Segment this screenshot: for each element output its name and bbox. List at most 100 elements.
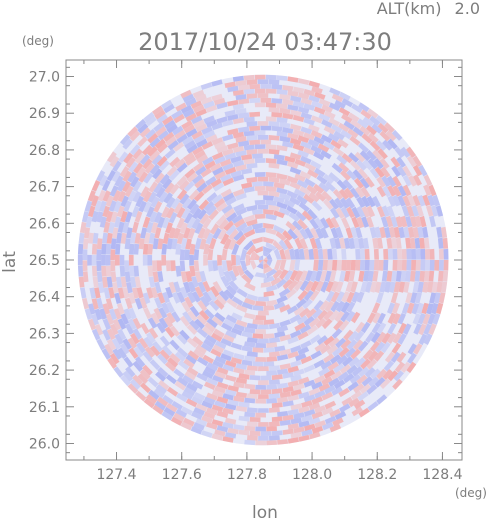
radar-cell — [202, 281, 211, 293]
radar-cell — [329, 87, 341, 96]
radar-cell — [274, 260, 282, 272]
radar-cell — [367, 270, 374, 282]
radar-cell — [254, 185, 266, 191]
radar-cell — [137, 123, 149, 134]
radar-cell — [224, 109, 236, 117]
radar-cell — [339, 403, 351, 413]
radar-cell — [211, 79, 223, 87]
radar-cell — [243, 74, 255, 81]
radar-cell — [341, 113, 353, 124]
radar-cell — [112, 190, 122, 202]
radar-cell — [387, 370, 399, 382]
radar-cell — [173, 141, 185, 152]
radar-cell — [319, 300, 330, 312]
radar-cell — [346, 291, 355, 304]
radar-cell — [143, 112, 155, 123]
radar-cell — [189, 203, 200, 215]
radar-cell — [157, 130, 169, 141]
radar-cell — [379, 157, 390, 169]
radar-cell — [180, 89, 192, 99]
radar-cell — [295, 353, 307, 362]
radar-cell — [293, 280, 304, 292]
radar-cell — [294, 248, 301, 260]
radar-cell — [241, 345, 253, 352]
radar-cell — [194, 318, 205, 330]
radar-cell — [335, 300, 346, 313]
radar-cell — [225, 224, 237, 236]
radar-cell — [297, 331, 309, 341]
radar-cell — [357, 118, 369, 129]
radar-cell — [189, 243, 196, 255]
radar-cell — [423, 184, 432, 196]
radar-cell — [375, 140, 387, 151]
radar-cell — [303, 193, 315, 204]
radar-cell — [139, 127, 151, 138]
radar-cell — [358, 142, 369, 153]
radar-cell — [271, 125, 283, 132]
radar-cell — [116, 303, 125, 315]
radar-cell — [211, 404, 224, 412]
radar-cell — [432, 194, 441, 207]
radar-cell — [313, 300, 324, 312]
radar-cell — [309, 317, 321, 328]
radar-cell — [289, 248, 296, 260]
radar-cell — [290, 417, 302, 425]
radar-cell — [273, 224, 285, 234]
radar-cell — [257, 204, 269, 210]
radar-cell — [354, 357, 366, 368]
radar-cell — [372, 149, 383, 161]
radar-cell — [236, 265, 245, 277]
radar-cell — [327, 361, 339, 372]
radar-cell — [172, 125, 184, 136]
radar-cell — [244, 327, 256, 334]
radar-cell — [183, 108, 195, 118]
radar-cell — [238, 112, 250, 119]
radar-cell — [166, 312, 176, 324]
radar-cell — [142, 351, 153, 362]
radar-cell — [222, 192, 235, 202]
radar-cell — [356, 206, 366, 218]
radar-cell — [329, 198, 340, 210]
radar-cell — [356, 291, 365, 303]
radar-cell — [222, 177, 234, 187]
radar-cell — [282, 141, 294, 148]
radar-cell — [197, 227, 206, 239]
radar-cell — [260, 375, 272, 381]
radar-cell — [381, 332, 392, 344]
radar-cell — [381, 175, 391, 187]
radar-cell — [165, 135, 177, 146]
radar-cell — [384, 226, 391, 239]
radar-cell — [396, 165, 407, 177]
radar-cell — [311, 381, 323, 390]
radar-cell — [243, 297, 256, 306]
radar-cell — [159, 335, 171, 347]
radar-cell — [392, 302, 400, 314]
radar-cell — [112, 282, 119, 294]
radar-cell — [290, 138, 302, 146]
radar-cell — [303, 409, 316, 417]
radar-cell — [401, 260, 407, 271]
y-tick-label: 26.7 — [29, 180, 60, 196]
radar-cell — [431, 281, 438, 293]
radar-cell — [232, 103, 244, 110]
radar-cell — [276, 295, 288, 304]
radar-cell — [427, 194, 436, 207]
radar-cell — [119, 265, 126, 277]
radar-cell — [434, 292, 441, 304]
radar-cell — [287, 336, 299, 345]
radar-cell — [190, 115, 203, 125]
radar-cell — [252, 333, 264, 339]
radar-cell — [436, 226, 443, 238]
radar-cell — [222, 436, 234, 443]
radar-cell — [358, 237, 365, 249]
radar-cell — [205, 334, 217, 345]
radar-cell — [148, 389, 160, 401]
radar-cell — [254, 227, 266, 234]
radar-cell — [387, 248, 393, 260]
radar-cell — [161, 206, 170, 218]
radar-cell — [204, 160, 216, 170]
radar-cell — [266, 253, 273, 260]
radar-cell — [143, 398, 155, 409]
radar-cell — [181, 390, 194, 400]
radar-cell — [235, 234, 247, 246]
